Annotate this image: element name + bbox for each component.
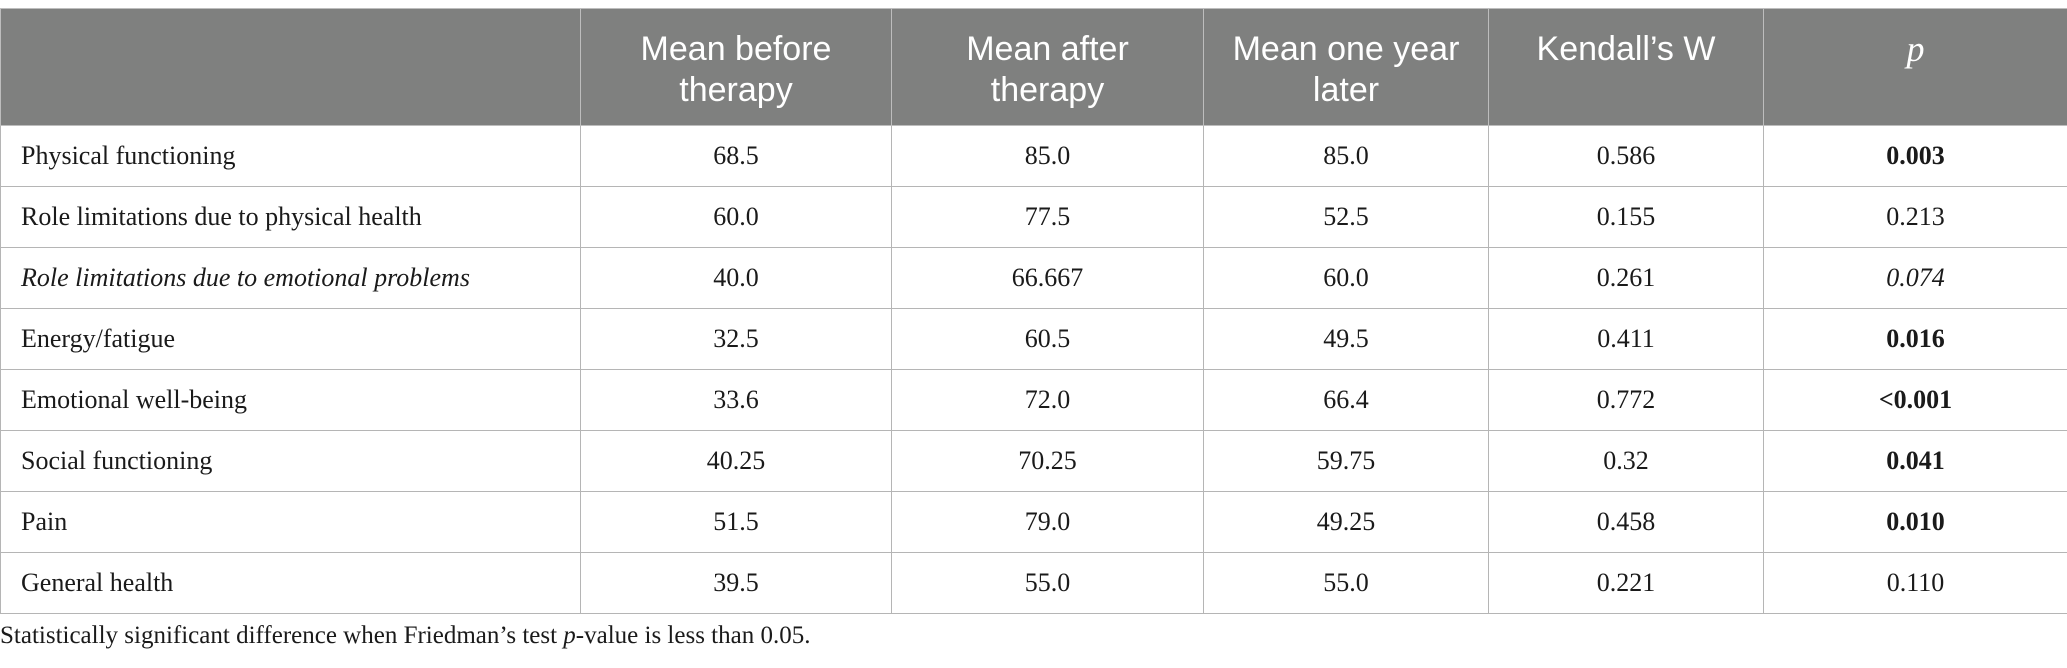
cell-p-value: 0.010	[1763, 491, 2067, 553]
cell-kendall-w: 0.32	[1488, 430, 1764, 492]
cell-year-later: 49.5	[1203, 308, 1489, 370]
sf36-results-table: Mean before therapy Mean after therapy M…	[0, 8, 2067, 614]
cell-year-later: 66.4	[1203, 369, 1489, 431]
results-table-container: Mean before therapy Mean after therapy M…	[0, 8, 2067, 614]
cell-before: 68.5	[580, 125, 892, 187]
cell-year-later: 52.5	[1203, 186, 1489, 248]
cell-before: 40.0	[580, 247, 892, 309]
table-row: Social functioning 40.25 70.25 59.75 0.3…	[0, 430, 2067, 492]
cell-kendall-w: 0.411	[1488, 308, 1764, 370]
cell-before: 32.5	[580, 308, 892, 370]
cell-p-value: <0.001	[1763, 369, 2067, 431]
table-footnote: Statistically significant difference whe…	[0, 622, 810, 650]
cell-before: 51.5	[580, 491, 892, 553]
cell-p-value: 0.213	[1763, 186, 2067, 248]
cell-year-later: 49.25	[1203, 491, 1489, 553]
cell-year-later: 60.0	[1203, 247, 1489, 309]
table-row: Energy/fatigue 32.5 60.5 49.5 0.411 0.01…	[0, 308, 2067, 370]
table-row: Role limitations due to physical health …	[0, 186, 2067, 248]
row-label: Role limitations due to emotional proble…	[0, 247, 581, 309]
cell-p-value: 0.110	[1763, 552, 2067, 614]
cell-after: 79.0	[891, 491, 1204, 553]
cell-year-later: 85.0	[1203, 125, 1489, 187]
header-row: Mean before therapy Mean after therapy M…	[0, 8, 2067, 126]
cell-after: 70.25	[891, 430, 1204, 492]
cell-p-value: 0.074	[1763, 247, 2067, 309]
table-row: General health 39.5 55.0 55.0 0.221 0.11…	[0, 552, 2067, 614]
cell-kendall-w: 0.772	[1488, 369, 1764, 431]
cell-after: 72.0	[891, 369, 1204, 431]
row-label: Social functioning	[0, 430, 581, 492]
cell-kendall-w: 0.458	[1488, 491, 1764, 553]
cell-before: 39.5	[580, 552, 892, 614]
cell-kendall-w: 0.586	[1488, 125, 1764, 187]
row-label: Role limitations due to physical health	[0, 186, 581, 248]
row-label: Emotional well-being	[0, 369, 581, 431]
cell-p-value: 0.016	[1763, 308, 2067, 370]
table-row: Role limitations due to emotional proble…	[0, 247, 2067, 309]
cell-after: 77.5	[891, 186, 1204, 248]
cell-before: 40.25	[580, 430, 892, 492]
table-header: Mean before therapy Mean after therapy M…	[0, 8, 2067, 126]
table-row: Emotional well-being 33.6 72.0 66.4 0.77…	[0, 369, 2067, 431]
table-row: Pain 51.5 79.0 49.25 0.458 0.010	[0, 491, 2067, 553]
cell-year-later: 59.75	[1203, 430, 1489, 492]
footnote-p-italic: p	[563, 622, 576, 649]
header-mean-one-year-later: Mean one year later	[1203, 8, 1489, 126]
cell-kendall-w: 0.155	[1488, 186, 1764, 248]
row-label: General health	[0, 552, 581, 614]
footnote-text-end: -value is less than 0.05.	[575, 622, 811, 649]
row-label: Pain	[0, 491, 581, 553]
cell-p-value: 0.041	[1763, 430, 2067, 492]
footnote-text-start: Statistically significant difference whe…	[0, 622, 564, 649]
cell-before: 60.0	[580, 186, 892, 248]
cell-after: 60.5	[891, 308, 1204, 370]
cell-year-later: 55.0	[1203, 552, 1489, 614]
cell-p-value: 0.003	[1763, 125, 2067, 187]
cell-after: 66.667	[891, 247, 1204, 309]
header-p-value: p	[1763, 8, 2067, 126]
table-row: Physical functioning 68.5 85.0 85.0 0.58…	[0, 125, 2067, 187]
cell-kendall-w: 0.261	[1488, 247, 1764, 309]
header-mean-after-therapy: Mean after therapy	[891, 8, 1204, 126]
cell-before: 33.6	[580, 369, 892, 431]
table-body: Physical functioning 68.5 85.0 85.0 0.58…	[0, 125, 2067, 614]
row-label: Energy/fatigue	[0, 308, 581, 370]
row-label: Physical functioning	[0, 125, 581, 187]
cell-kendall-w: 0.221	[1488, 552, 1764, 614]
cell-after: 85.0	[891, 125, 1204, 187]
cell-after: 55.0	[891, 552, 1204, 614]
header-empty-cell	[0, 8, 581, 126]
header-mean-before-therapy: Mean before therapy	[580, 8, 892, 126]
header-kendalls-w: Kendall’s W	[1488, 8, 1764, 126]
